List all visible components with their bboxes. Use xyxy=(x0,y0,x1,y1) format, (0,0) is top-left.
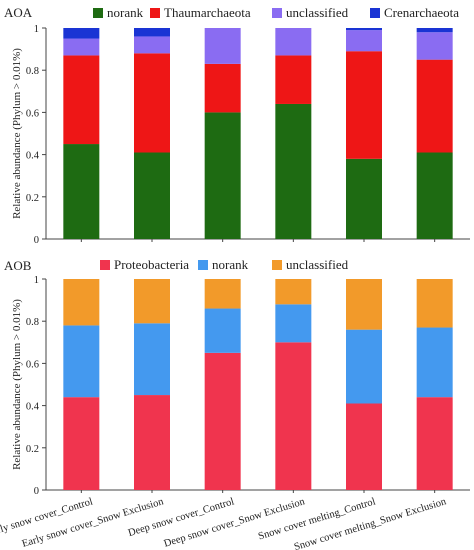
y-tick-label: 0.4 xyxy=(26,151,40,162)
bar-segment xyxy=(134,395,170,490)
bar-segment xyxy=(134,36,170,54)
y-tick-label: 0.8 xyxy=(26,317,39,328)
chart-panel-aoa: AOA norank Thaumarchaeota unclassified Crena… xyxy=(4,5,470,246)
y-tick-label: 1 xyxy=(34,275,39,286)
legend-label: norank xyxy=(212,257,249,272)
bar-segment xyxy=(346,30,382,52)
bar-segment xyxy=(416,327,453,398)
bar-segment xyxy=(63,279,100,326)
bar-segment xyxy=(275,55,312,104)
bar-segment xyxy=(63,325,100,398)
bar-segment xyxy=(346,279,382,330)
bar-segment xyxy=(63,38,100,56)
bar-segment xyxy=(63,397,100,490)
bar-segment xyxy=(416,279,453,328)
bar-segment xyxy=(416,28,453,33)
bar-segment xyxy=(134,28,170,37)
y-tick-label: 0 xyxy=(34,235,39,246)
bar-segment xyxy=(416,59,453,153)
y-tick-label: 1 xyxy=(34,24,39,35)
y-tick-label: 0.4 xyxy=(26,402,40,413)
y-axis-label: Relative abundance (Phylum > 0.01%) xyxy=(11,299,23,470)
bar-segment xyxy=(204,279,241,309)
legend-swatch xyxy=(198,260,208,270)
legend-swatch xyxy=(272,8,282,18)
bar-segment xyxy=(416,32,453,60)
legend-label: Proteobacteria xyxy=(114,257,189,272)
bar-segment xyxy=(204,63,241,113)
y-tick-label: 0.2 xyxy=(26,193,39,204)
panel-label: AOA xyxy=(4,5,33,20)
y-axis-label: Relative abundance (Phylum > 0.01%) xyxy=(11,48,23,219)
bar-segment xyxy=(416,397,453,490)
legend-label: Thaumarchaeota xyxy=(164,5,251,20)
bar-segment xyxy=(63,55,100,145)
y-tick-label: 0.6 xyxy=(26,108,39,119)
bar-segment xyxy=(346,403,382,490)
legend-swatch xyxy=(370,8,380,18)
bar-segment xyxy=(134,323,170,396)
legend-swatch xyxy=(93,8,103,18)
y-tick-label: 0 xyxy=(34,486,39,497)
bar-segment xyxy=(63,144,100,239)
bar-segment xyxy=(204,308,241,353)
legend-label: unclassified xyxy=(286,5,349,20)
bar-segment xyxy=(63,28,100,39)
y-tick-label: 0.2 xyxy=(26,444,39,455)
bar-segment xyxy=(275,304,312,343)
bar-segment xyxy=(275,28,312,56)
bar-segment xyxy=(275,342,312,490)
legend-swatch xyxy=(272,260,282,270)
bar-segment xyxy=(275,279,312,305)
legend-label: Crenarchaeota xyxy=(384,5,459,20)
y-tick-label: 0.8 xyxy=(26,66,39,77)
bar-segment xyxy=(134,152,170,239)
bar-segment xyxy=(275,103,312,240)
legend-swatch xyxy=(150,8,160,18)
bar-segment xyxy=(346,158,382,239)
bar-segment xyxy=(346,28,382,31)
bar-segment xyxy=(204,28,241,64)
bar-segment xyxy=(204,352,241,490)
panel-label: AOB xyxy=(4,258,32,273)
chart-panel-aob: AOB Proteobacteria norank unclassified 0 0.2 0… xyxy=(0,257,470,550)
legend-label: unclassified xyxy=(286,257,349,272)
legend-label: norank xyxy=(107,5,144,20)
y-tick-label: 0.6 xyxy=(26,359,39,370)
legend-swatch xyxy=(100,260,110,270)
bar-segment xyxy=(134,279,170,324)
bar-segment xyxy=(346,51,382,159)
bar-segment xyxy=(204,112,241,239)
bar-segment xyxy=(346,329,382,404)
bar-segment xyxy=(416,152,453,239)
bar-segment xyxy=(134,53,170,153)
